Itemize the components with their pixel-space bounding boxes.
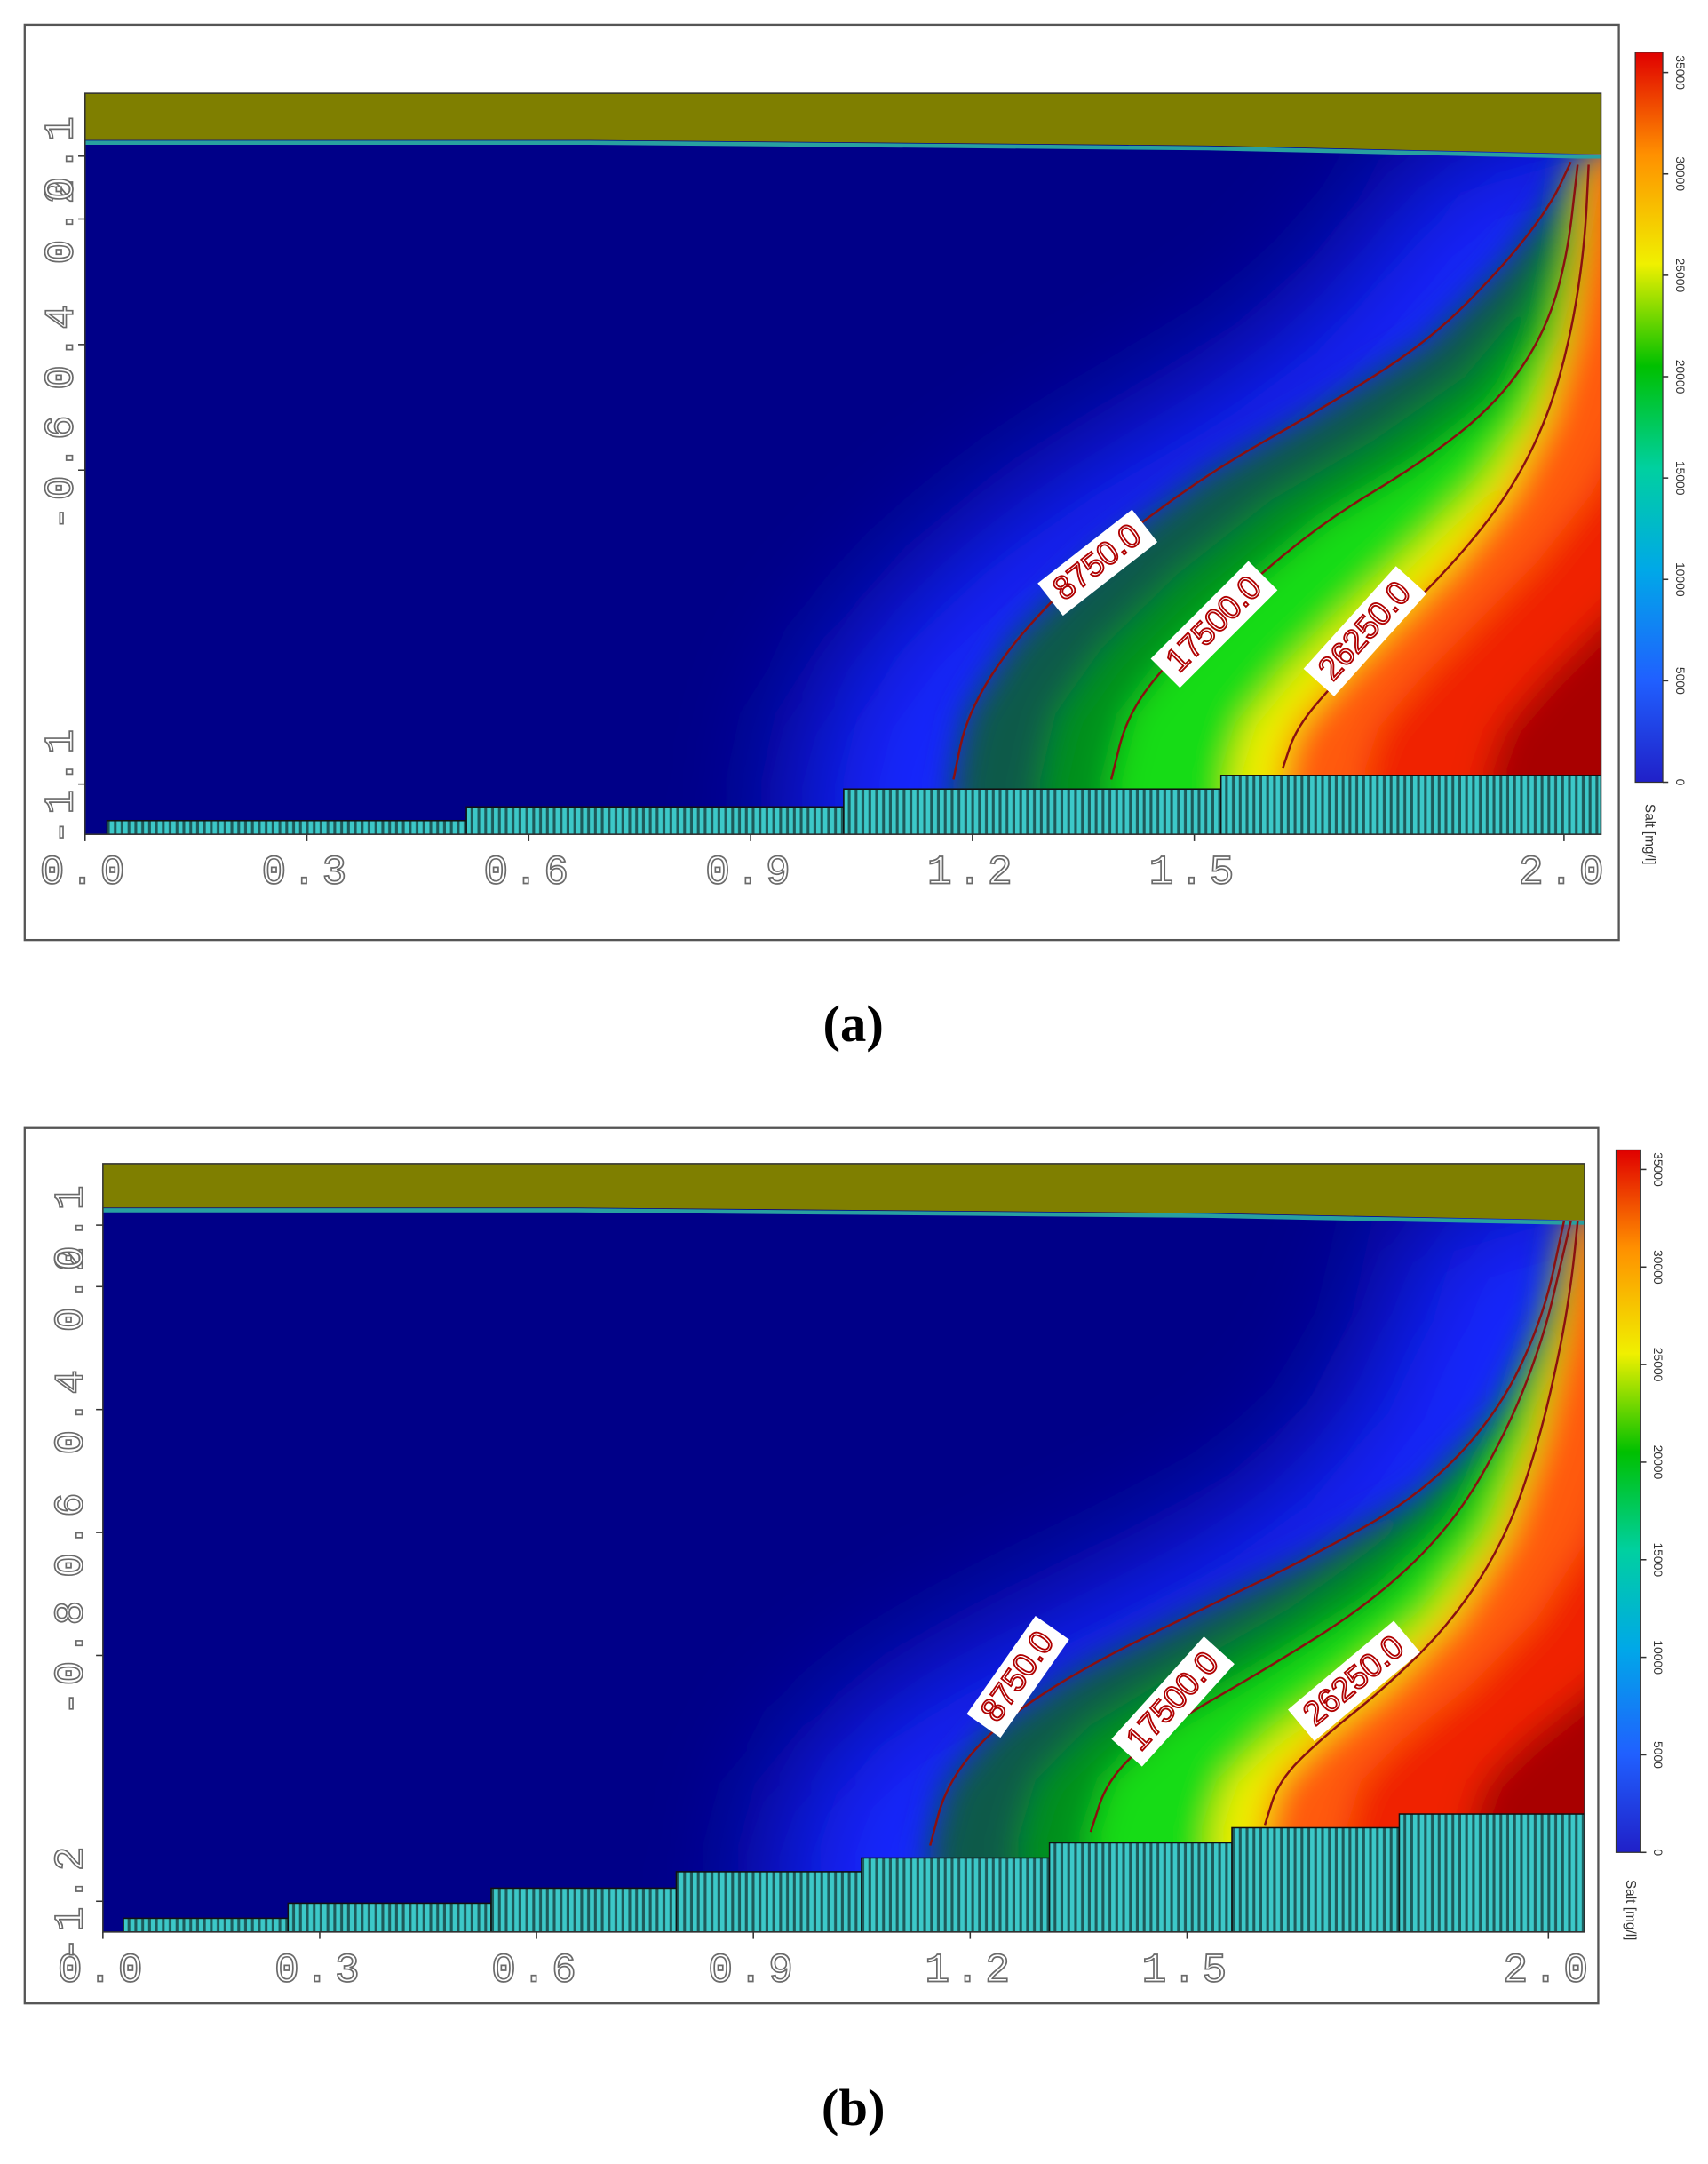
y-tick-label: 0.1 (48, 1180, 95, 1270)
top-layer (84, 93, 1601, 155)
plot-border (102, 1163, 1585, 1933)
colorbar-tick-label: 30000 (1651, 1250, 1665, 1285)
x-tick-label: 1.5 (1149, 849, 1240, 896)
top-layer (102, 1163, 1585, 1221)
contour-label-box (1150, 561, 1278, 688)
colorbar (1615, 1149, 1641, 1853)
bottom-step (1231, 1826, 1401, 1932)
contour-label-box (1037, 509, 1158, 617)
x-tick-label: 1.2 (927, 849, 1018, 896)
colorbar-tick-label: 0 (1673, 779, 1688, 786)
bottom-step (1048, 1842, 1233, 1932)
x-tick-label: 0.3 (274, 1946, 365, 1993)
colorbar (1634, 52, 1664, 784)
colorbar-tick-label: 35000 (1673, 55, 1688, 90)
colorbar-tick-label: 20000 (1673, 360, 1688, 394)
bottom-step (861, 1857, 1051, 1932)
heatmap (102, 1163, 1585, 1932)
colorbar-tick-label: 10000 (1673, 562, 1688, 597)
x-tick-label: 1.5 (1141, 1946, 1232, 1993)
plot-border (83, 92, 1602, 835)
x-tick-label: 0.3 (262, 849, 353, 896)
x-tick-label: 0.9 (708, 1946, 798, 1993)
colorbar-tick-label: 20000 (1651, 1445, 1665, 1480)
x-tick-label: 2.0 (1503, 1946, 1593, 1993)
bottom-step (1219, 775, 1601, 835)
x-tick-label: 2.0 (1519, 849, 1609, 896)
bottom-step (465, 806, 845, 835)
y-tick-label: 0.6 (48, 1487, 95, 1578)
x-tick-label: 0.0 (58, 1946, 148, 1993)
bottom-step (843, 788, 1222, 835)
bottom-step (675, 1871, 862, 1932)
x-tick-label: 0.0 (40, 849, 131, 896)
contour-label-box (1111, 1636, 1235, 1767)
contour-line (1263, 1221, 1579, 1826)
y-tick-label: -1.2 (48, 1841, 95, 1961)
bottom-step (490, 1887, 678, 1932)
x-tick-label: 0.9 (705, 849, 796, 896)
x-tick-label: 0.6 (483, 849, 574, 896)
colorbar-tick-label: 30000 (1673, 156, 1688, 191)
panel-label: (a) (823, 995, 884, 1053)
bottom-step (106, 819, 467, 835)
y-tick-label: 0.1 (38, 111, 85, 202)
heatmap (84, 93, 1601, 835)
bottom-step (287, 1902, 492, 1932)
contour-line (952, 161, 1572, 780)
colorbar-tick-label: 25000 (1651, 1348, 1665, 1382)
colorbar-tick-label: 5000 (1651, 1741, 1665, 1769)
colorbar-tick-label: 35000 (1651, 1152, 1665, 1187)
contour-label-box (1288, 1620, 1420, 1741)
y-tick-label: 0.4 (38, 299, 85, 390)
bottom-step (1398, 1813, 1585, 1932)
panel-label: (b) (822, 2079, 886, 2136)
y-tick-label: 0.4 (48, 1364, 95, 1455)
bottom-step (123, 1917, 290, 1932)
colorbar-tick-label: 15000 (1651, 1542, 1665, 1577)
y-tick-label: 0.2 (38, 174, 85, 265)
x-tick-label: 1.2 (925, 1946, 1015, 1993)
y-tick-label: -0.6 (38, 410, 85, 530)
colorbar-tick-label: 25000 (1673, 259, 1688, 293)
colorbar-tick-label: 10000 (1651, 1640, 1665, 1675)
colorbar-label: Salt [mg/l] (1623, 1880, 1638, 1941)
x-tick-label: 0.6 (491, 1946, 582, 1993)
y-tick-label: -0.8 (48, 1595, 95, 1716)
colorbar-tick-label: 15000 (1673, 461, 1688, 496)
y-tick-label: -1.1 (38, 724, 85, 845)
contour-label-box (1303, 566, 1427, 696)
y-tick-label: 0.2 (48, 1241, 95, 1332)
water-surface-edge (84, 140, 1601, 159)
colorbar-label: Salt [mg/l] (1642, 804, 1657, 865)
colorbar-tick-label: 0 (1651, 1849, 1665, 1856)
contour-label-box (966, 1616, 1069, 1738)
colorbar-tick-label: 5000 (1673, 667, 1688, 695)
